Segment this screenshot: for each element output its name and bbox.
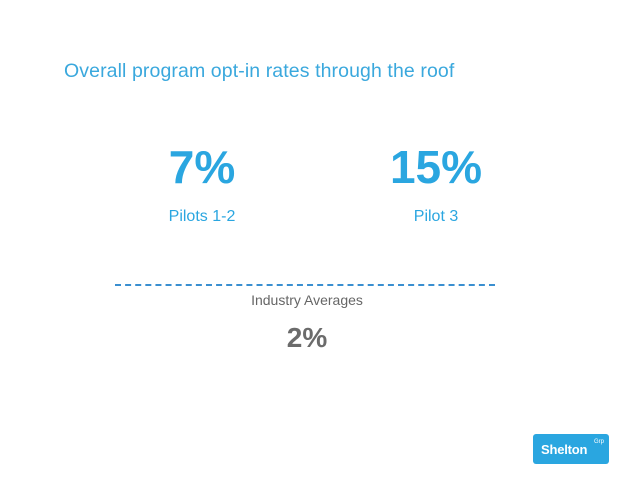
logo-superscript: Grp (594, 439, 605, 445)
slide-title: Overall program opt-in rates through the… (64, 60, 455, 82)
industry-averages-value: 2% (286, 322, 328, 353)
pilots-1-2-rate-label: Pilots 1-2 (168, 208, 236, 225)
industry-averages-label: Industry Averages (251, 292, 363, 308)
logo-wordmark: Shelton (541, 442, 588, 457)
pilots-1-2-rate-value: 7% (168, 141, 236, 193)
dashed-divider (115, 284, 495, 286)
shelton-grp-logo: Shelton Grp (533, 434, 609, 464)
pilot-3-rate-value: 15% (389, 141, 483, 193)
pilot-3-rate-label: Pilot 3 (413, 208, 459, 225)
